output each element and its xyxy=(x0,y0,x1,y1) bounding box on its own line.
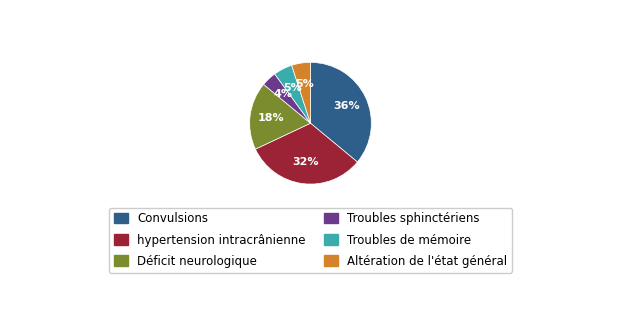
Wedge shape xyxy=(310,62,371,162)
Text: 5%: 5% xyxy=(283,83,302,93)
Text: 4%: 4% xyxy=(274,89,293,99)
Wedge shape xyxy=(263,74,310,123)
Text: 18%: 18% xyxy=(258,113,284,123)
Wedge shape xyxy=(250,84,310,149)
Wedge shape xyxy=(274,65,310,123)
Text: 32%: 32% xyxy=(292,157,319,168)
Text: 36%: 36% xyxy=(333,102,360,111)
Wedge shape xyxy=(292,62,310,123)
Wedge shape xyxy=(255,123,358,184)
Legend: Convulsions, hypertension intracrânienne, Déficit neurologique, Troubles sphinct: Convulsions, hypertension intracrânienne… xyxy=(109,207,512,272)
Text: 5%: 5% xyxy=(295,79,314,89)
